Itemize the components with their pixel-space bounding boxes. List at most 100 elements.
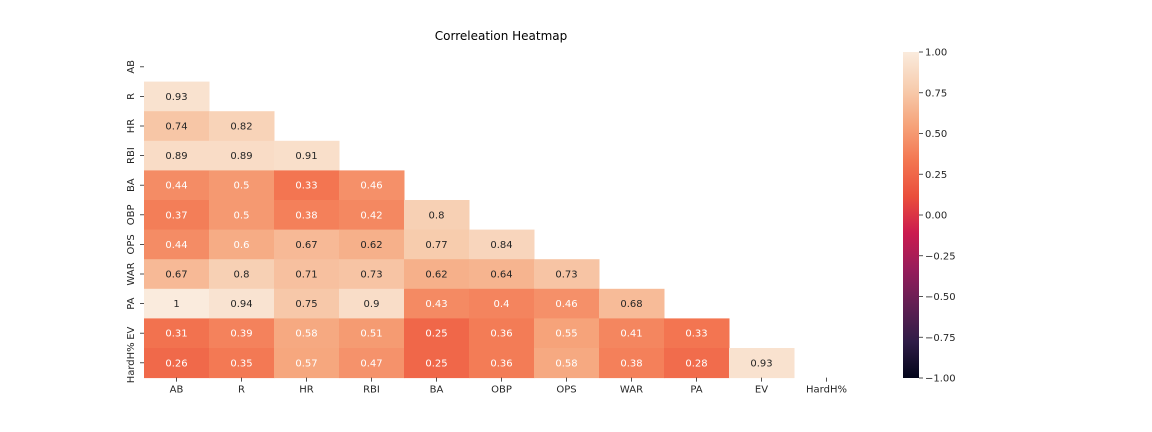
heatmap-cell xyxy=(209,288,275,319)
heatmap-cell xyxy=(144,140,210,171)
cell-value-label: 0.93 xyxy=(750,358,772,369)
cell-value-label: 0.82 xyxy=(230,122,252,133)
cell-value-label: 0.62 xyxy=(425,270,447,281)
cell-value-label: 0.33 xyxy=(685,329,707,340)
cell-value-label: 0.58 xyxy=(295,329,317,340)
cell-value-label: 0.93 xyxy=(165,92,187,103)
colorbar-tick-label: −0.75 xyxy=(925,333,956,344)
y-tick-label: OPS xyxy=(126,234,137,254)
y-tick-label: HR xyxy=(126,119,137,134)
cell-value-label: 0.73 xyxy=(555,270,577,281)
x-tick-label: HR xyxy=(299,385,314,396)
cell-value-label: 0.26 xyxy=(165,358,187,369)
colorbar-tick-label: −0.50 xyxy=(925,292,956,303)
heatmap-cell xyxy=(469,229,535,260)
cell-value-label: 0.77 xyxy=(425,240,447,251)
heatmap-cell xyxy=(664,348,730,379)
heatmap-cell xyxy=(599,288,665,319)
cell-value-label: 0.67 xyxy=(165,270,187,281)
heatmap-cell xyxy=(339,200,405,231)
cell-value-label: 0.74 xyxy=(165,122,187,133)
cell-value-label: 0.68 xyxy=(620,299,642,310)
heatmap-cell xyxy=(339,348,405,379)
cell-value-label: 0.42 xyxy=(360,210,382,221)
y-axis-ticks: AB R HR RBI BA OBP OPS WAR PA EV HardH% xyxy=(126,60,144,383)
heatmap-cell xyxy=(469,348,535,379)
heatmap-cell xyxy=(274,140,340,171)
heatmap-cell xyxy=(534,348,600,379)
y-tick-label: PA xyxy=(126,297,137,309)
heatmap-cell xyxy=(469,318,535,349)
cell-value-label: 0.44 xyxy=(165,181,187,192)
heatmap-cell xyxy=(404,259,470,290)
heatmap-cell xyxy=(404,288,470,319)
heatmap-cell xyxy=(339,318,405,349)
cell-value-label: 0.37 xyxy=(165,210,187,221)
colorbar-tick-label: −0.25 xyxy=(925,251,956,262)
heatmap-cell xyxy=(469,259,535,290)
heatmap-cell xyxy=(404,348,470,379)
colorbar-tick-label: 0.25 xyxy=(925,170,947,181)
cell-value-label: 0.5 xyxy=(234,210,250,221)
heatmap-cell xyxy=(144,81,210,112)
heatmap-cell xyxy=(599,318,665,349)
cell-value-label: 0.46 xyxy=(360,181,382,192)
cell-value-label: 0.71 xyxy=(295,270,317,281)
cell-value-label: 0.57 xyxy=(295,358,317,369)
colorbar: 1.00 0.75 0.50 0.25 0.00 −0.25 −0.50 −0.75 −1.00 xyxy=(903,48,956,385)
y-tick-label: BA xyxy=(126,178,137,192)
x-tick-label: AB xyxy=(170,385,184,396)
heatmap-cell xyxy=(209,348,275,379)
cell-value-label: 0.8 xyxy=(429,210,445,221)
cell-value-label: 0.35 xyxy=(230,358,252,369)
heatmap-cell xyxy=(664,318,730,349)
heatmap-cell xyxy=(599,348,665,379)
x-axis-ticks: AB R HR RBI BA OBP OPS WAR PA EV HardH% xyxy=(170,377,847,396)
cell-value-label: 0.62 xyxy=(360,240,382,251)
y-tick-label: EV xyxy=(126,326,137,339)
heatmap-cell xyxy=(274,170,340,201)
heatmap-cell xyxy=(534,288,600,319)
chart-title: Correleation Heatmap xyxy=(435,29,568,43)
x-tick-label: WAR xyxy=(620,385,643,396)
cell-value-label: 0.47 xyxy=(360,358,382,369)
heatmap-cell xyxy=(144,111,210,142)
y-tick-label: RBI xyxy=(126,147,137,164)
cell-value-label: 0.67 xyxy=(295,240,317,251)
x-tick-label: RBI xyxy=(363,385,380,396)
cell-value-label: 0.38 xyxy=(295,210,317,221)
heatmap-cell xyxy=(209,170,275,201)
y-tick-label: R xyxy=(126,93,137,100)
cell-value-label: 0.91 xyxy=(295,151,317,162)
heatmap-cell xyxy=(209,318,275,349)
heatmap-cell xyxy=(729,348,795,379)
y-tick-label: OBP xyxy=(126,204,137,225)
heatmap-cell xyxy=(209,200,275,231)
y-tick-label: AB xyxy=(126,60,137,74)
cell-value-label: 0.36 xyxy=(490,358,512,369)
colorbar-tick-label: 0.00 xyxy=(925,211,947,222)
cell-value-label: 0.89 xyxy=(165,151,187,162)
colorbar-tick-label: 0.75 xyxy=(925,88,947,99)
cell-value-label: 0.51 xyxy=(360,329,382,340)
cell-value-label: 0.89 xyxy=(230,151,252,162)
cell-value-label: 0.28 xyxy=(685,358,707,369)
heatmap-cell xyxy=(144,259,210,290)
heatmap-cell xyxy=(144,348,210,379)
cell-value-label: 0.6 xyxy=(234,240,250,251)
cell-value-label: 0.94 xyxy=(230,299,252,310)
cell-value-label: 0.43 xyxy=(425,299,447,310)
cell-value-label: 1 xyxy=(173,299,179,310)
y-tick-label: WAR xyxy=(126,262,137,285)
heatmap-cell xyxy=(274,259,340,290)
x-tick-label: BA xyxy=(430,385,444,396)
heatmap-cell xyxy=(144,229,210,260)
y-tick-label: HardH% xyxy=(126,342,137,383)
colorbar-gradient xyxy=(903,52,919,378)
heatmap-cell xyxy=(534,259,600,290)
cell-value-label: 0.84 xyxy=(490,240,512,251)
heatmap-cell xyxy=(144,288,210,319)
cell-value-label: 0.8 xyxy=(234,270,250,281)
heatmap-cell xyxy=(469,288,535,319)
